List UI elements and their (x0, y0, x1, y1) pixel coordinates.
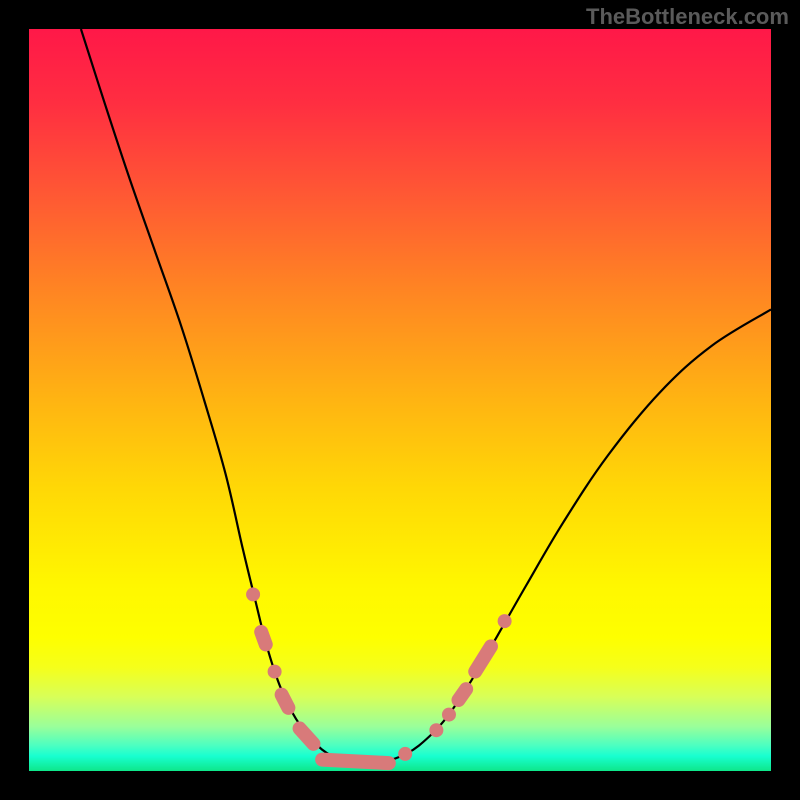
data-marker (442, 708, 456, 722)
data-marker (429, 723, 443, 737)
plot-area (29, 29, 771, 771)
gradient-background (29, 29, 771, 771)
data-marker (398, 747, 412, 761)
data-marker (498, 614, 512, 628)
plot-svg (29, 29, 771, 771)
watermark-text: TheBottleneck.com (586, 4, 789, 30)
data-marker (246, 587, 260, 601)
data-marker (268, 665, 282, 679)
